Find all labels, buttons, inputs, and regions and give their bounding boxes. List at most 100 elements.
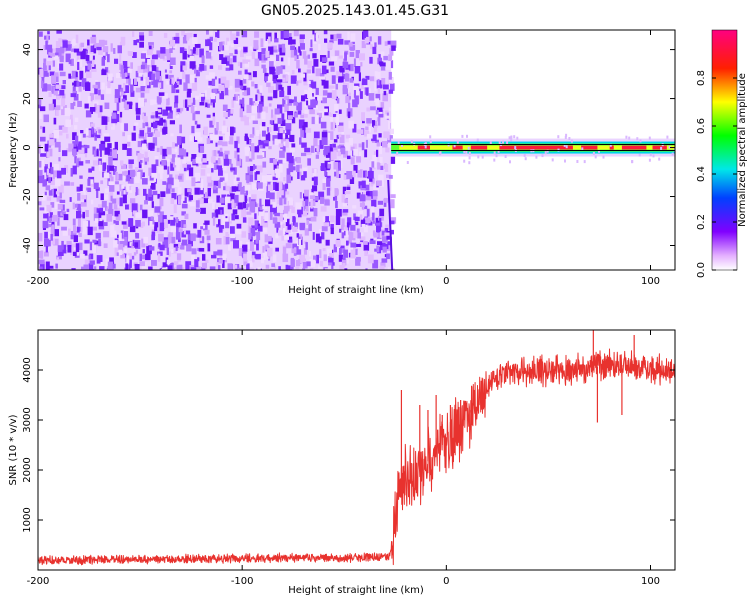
noise-cell [82,188,86,193]
noise-cell [350,146,355,151]
noise-cell [60,46,65,54]
signal-scatter [497,149,500,153]
noise-cell [361,142,365,151]
noise-cell [204,65,207,71]
noise-cell [119,63,122,70]
noise-cell [249,46,252,50]
noise-cell [304,147,311,153]
noise-cell [41,74,45,83]
noise-cell [249,134,254,138]
signal-scatter [598,149,600,153]
noise-cell [65,53,70,63]
noise-cell [200,236,205,240]
noise-cell [81,194,87,200]
noise-cell [145,122,149,127]
noise-cell [377,162,381,170]
noise-cell [364,130,370,137]
noise-cell [104,136,111,142]
noise-cell [361,112,365,121]
noise-cell [48,265,54,270]
noise-cell [366,118,372,124]
noise-cell [43,251,49,257]
noise-cell [273,75,277,80]
noise-cell [230,126,234,136]
noise-cell [140,74,144,81]
noise-cell [309,250,311,257]
noise-cell [230,108,234,114]
noise-cell [381,141,388,148]
noise-cell [333,139,338,143]
noise-cell [191,37,198,44]
noise-cell [224,150,230,155]
noise-cell [383,55,388,61]
noise-cell [358,72,361,82]
noise-cell [118,95,121,103]
noise-cell [84,103,89,109]
noise-cell [73,93,79,101]
noise-cell [90,183,96,187]
noise-cell [219,225,223,233]
noise-cell [212,216,216,226]
noise-cell [320,206,327,212]
noise-cell [54,52,59,58]
noise-cell [102,163,106,171]
noise-cell [104,40,108,45]
noise-cell [103,243,108,248]
noise-cell [262,130,266,137]
noise-cell [283,146,286,151]
noise-cell [75,135,79,145]
noise-cell [257,93,261,101]
noise-cell [126,78,131,84]
noise-cell [225,67,231,71]
noise-cell [65,119,71,127]
noise-cell [237,61,243,67]
noise-cell [297,171,300,179]
noise-cell [94,85,98,95]
noise-cell [336,33,342,39]
noise-cell [287,85,291,95]
noise-cell [218,136,223,141]
noise-cell [135,167,139,172]
noise-cell [390,199,395,209]
colorbar-tick-label: 0.6 [696,118,707,134]
noise-cell [352,170,356,178]
noise-cell [113,220,116,224]
noise-cell [323,30,328,35]
noise-cell [174,102,178,108]
noise-cell [48,103,54,111]
noise-cell [48,92,52,98]
signal-scatter [609,143,612,147]
noise-cell [123,95,127,101]
noise-cell [178,175,182,180]
noise-cell [175,174,179,183]
noise-cell [129,225,136,233]
noise-cell [262,246,265,253]
noise-cell [365,178,370,185]
colorbar-label: Normalized spectral amplitude [737,73,748,227]
noise-cell [363,30,369,39]
noise-cell [390,194,396,199]
noise-cell [213,160,219,164]
noise-cell [52,214,59,222]
noise-cell [62,244,67,251]
noise-cell [307,80,311,84]
noise-cell [378,133,382,138]
noise-cell [212,88,217,95]
noise-cell [172,162,177,168]
noise-cell [244,146,249,156]
noise-cell [189,61,196,69]
noise-cell [331,260,334,269]
signal-scatter [564,159,566,163]
noise-cell [159,201,162,210]
noise-cell [387,142,394,148]
noise-cell [145,253,151,260]
noise-cell [141,140,144,146]
noise-cell [322,97,327,104]
noise-cell [100,193,104,201]
noise-cell [217,249,223,256]
noise-cell [370,206,375,213]
noise-cell [209,72,215,81]
noise-cell [168,236,171,244]
noise-cell [188,45,191,51]
noise-cell [74,203,78,208]
